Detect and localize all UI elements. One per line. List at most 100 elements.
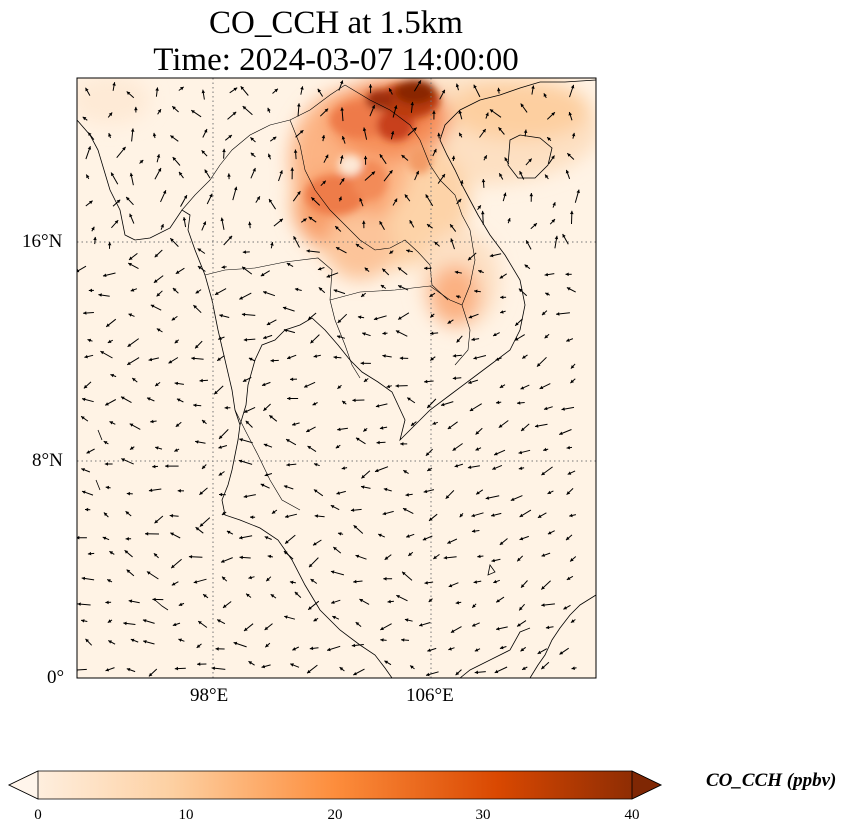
wind-arrow-head (86, 450, 91, 454)
wind-arrow-head (105, 485, 110, 490)
wind-arrow-head (306, 249, 310, 253)
wind-arrow-head (380, 626, 384, 630)
wind-arrow-head (483, 155, 487, 159)
wind-arrow-head (124, 550, 129, 554)
wind-arrow-head (475, 447, 480, 451)
wind-arrow-head (77, 269, 80, 273)
wind-arrow-head (333, 547, 337, 551)
wind-arrow-head (544, 334, 549, 339)
wind-arrow-head (139, 160, 144, 164)
wind-arrow-head (215, 291, 219, 295)
wind-arrow-head (333, 355, 337, 360)
wind-arrow-head (499, 173, 503, 177)
wind-arrow-head (121, 458, 125, 462)
wind-arrow-head (202, 465, 206, 469)
wind-arrow-head (458, 110, 462, 114)
wind-arrow-head (318, 287, 323, 291)
wind-arrow-head (477, 205, 481, 209)
wind-arrow-head (153, 279, 158, 283)
wind-arrow-head (81, 416, 85, 420)
wind-arrow-head (459, 132, 463, 137)
wind-arrow-head (248, 661, 253, 665)
wind-arrow-head (336, 247, 340, 251)
wind-arrow-head (221, 559, 225, 563)
wind-arrow-head (363, 155, 368, 160)
wind-arrow-head (403, 508, 407, 512)
wind-arrow-head (566, 338, 570, 342)
wind-arrow-head (339, 667, 344, 671)
wind-arrow-head (292, 422, 296, 426)
wind-arrow-head (125, 511, 130, 515)
wind-arrow-head (432, 110, 436, 114)
wind-arrow-head (492, 466, 496, 470)
wind-arrow-head (357, 315, 362, 319)
wind-arrow-head (498, 424, 503, 428)
wind-arrow-head (242, 266, 246, 271)
wind-arrow-head (150, 304, 155, 308)
wind-arrow-head (535, 424, 539, 428)
wind-arrow-head (218, 445, 222, 449)
wind-arrow-head (242, 378, 247, 382)
wind-arrow-head (545, 174, 549, 179)
wind-arrow-head (504, 157, 508, 162)
wind-arrow-head (195, 527, 200, 531)
wind-arrow-head (473, 84, 477, 89)
wind-arrow-head (128, 263, 132, 267)
wind-arrow-head (327, 647, 331, 652)
wind-arrow-head (411, 422, 415, 426)
wind-arrow-head (338, 196, 342, 201)
map-subtitle-time: Time: 2024-03-07 14:00:00 (153, 42, 519, 78)
wind-arrow-head (195, 290, 200, 294)
wind-arrow-head (290, 167, 294, 171)
wind-arrow-head (130, 128, 135, 132)
wind-arrow-head (180, 86, 184, 91)
wind-arrow-head (262, 382, 266, 387)
wind-arrow-head (427, 224, 431, 228)
wind-arrow-head (477, 554, 481, 559)
wind-arrow-head (452, 376, 457, 380)
wind-arrow-head (404, 618, 409, 622)
wind-arrow-head (500, 310, 504, 314)
wind-arrow-head (399, 356, 404, 360)
wind-arrow-head (109, 421, 114, 425)
wind-arrow-head (282, 306, 287, 310)
wind-arrow-head (87, 551, 92, 556)
wind-arrow-head (363, 378, 368, 382)
wind-arrow-head (287, 355, 291, 360)
wind-arrow-head (239, 555, 243, 560)
wind-arrow-head (150, 419, 154, 424)
wind-arrow-head (496, 627, 500, 631)
wind-arrow-head (177, 489, 181, 493)
wind-arrow-head (371, 105, 375, 109)
wind-arrow-head (283, 328, 288, 333)
wind-arrow-head (562, 234, 566, 238)
wind-arrow-head (196, 644, 201, 648)
wind-arrow-head (517, 557, 521, 562)
wind-arrow-head (307, 446, 312, 450)
wind-arrow-head (107, 339, 112, 343)
wind-arrow-head (156, 154, 161, 158)
wind-arrow-shaft (77, 668, 87, 671)
wind-arrow-head (248, 221, 252, 226)
wind-arrow-head (355, 554, 360, 559)
wind-arrow-head (473, 580, 478, 584)
wind-arrow-head (283, 485, 288, 489)
wind-arrow-head (537, 514, 542, 518)
wind-arrow-head (325, 154, 329, 159)
wind-arrow-head (303, 218, 307, 222)
wind-arrow-head (321, 135, 326, 139)
wind-arrow-head (148, 357, 153, 362)
wind-arrow-head (521, 584, 525, 588)
wind-arrow-head (215, 647, 219, 651)
wind-arrow-head (541, 586, 545, 590)
wind-arrow-head (384, 556, 389, 560)
wind-arrow-head (108, 640, 112, 644)
wind-arrow-head (156, 292, 161, 297)
wind-arrow-head (337, 427, 341, 432)
wind-arrow-head (341, 178, 345, 182)
wind-arrow-head (382, 268, 386, 273)
lat-tick-label: 16°N (22, 231, 63, 252)
wind-arrow-head (361, 293, 365, 297)
wind-arrow-head (398, 285, 402, 289)
wind-arrow-head (77, 535, 80, 540)
